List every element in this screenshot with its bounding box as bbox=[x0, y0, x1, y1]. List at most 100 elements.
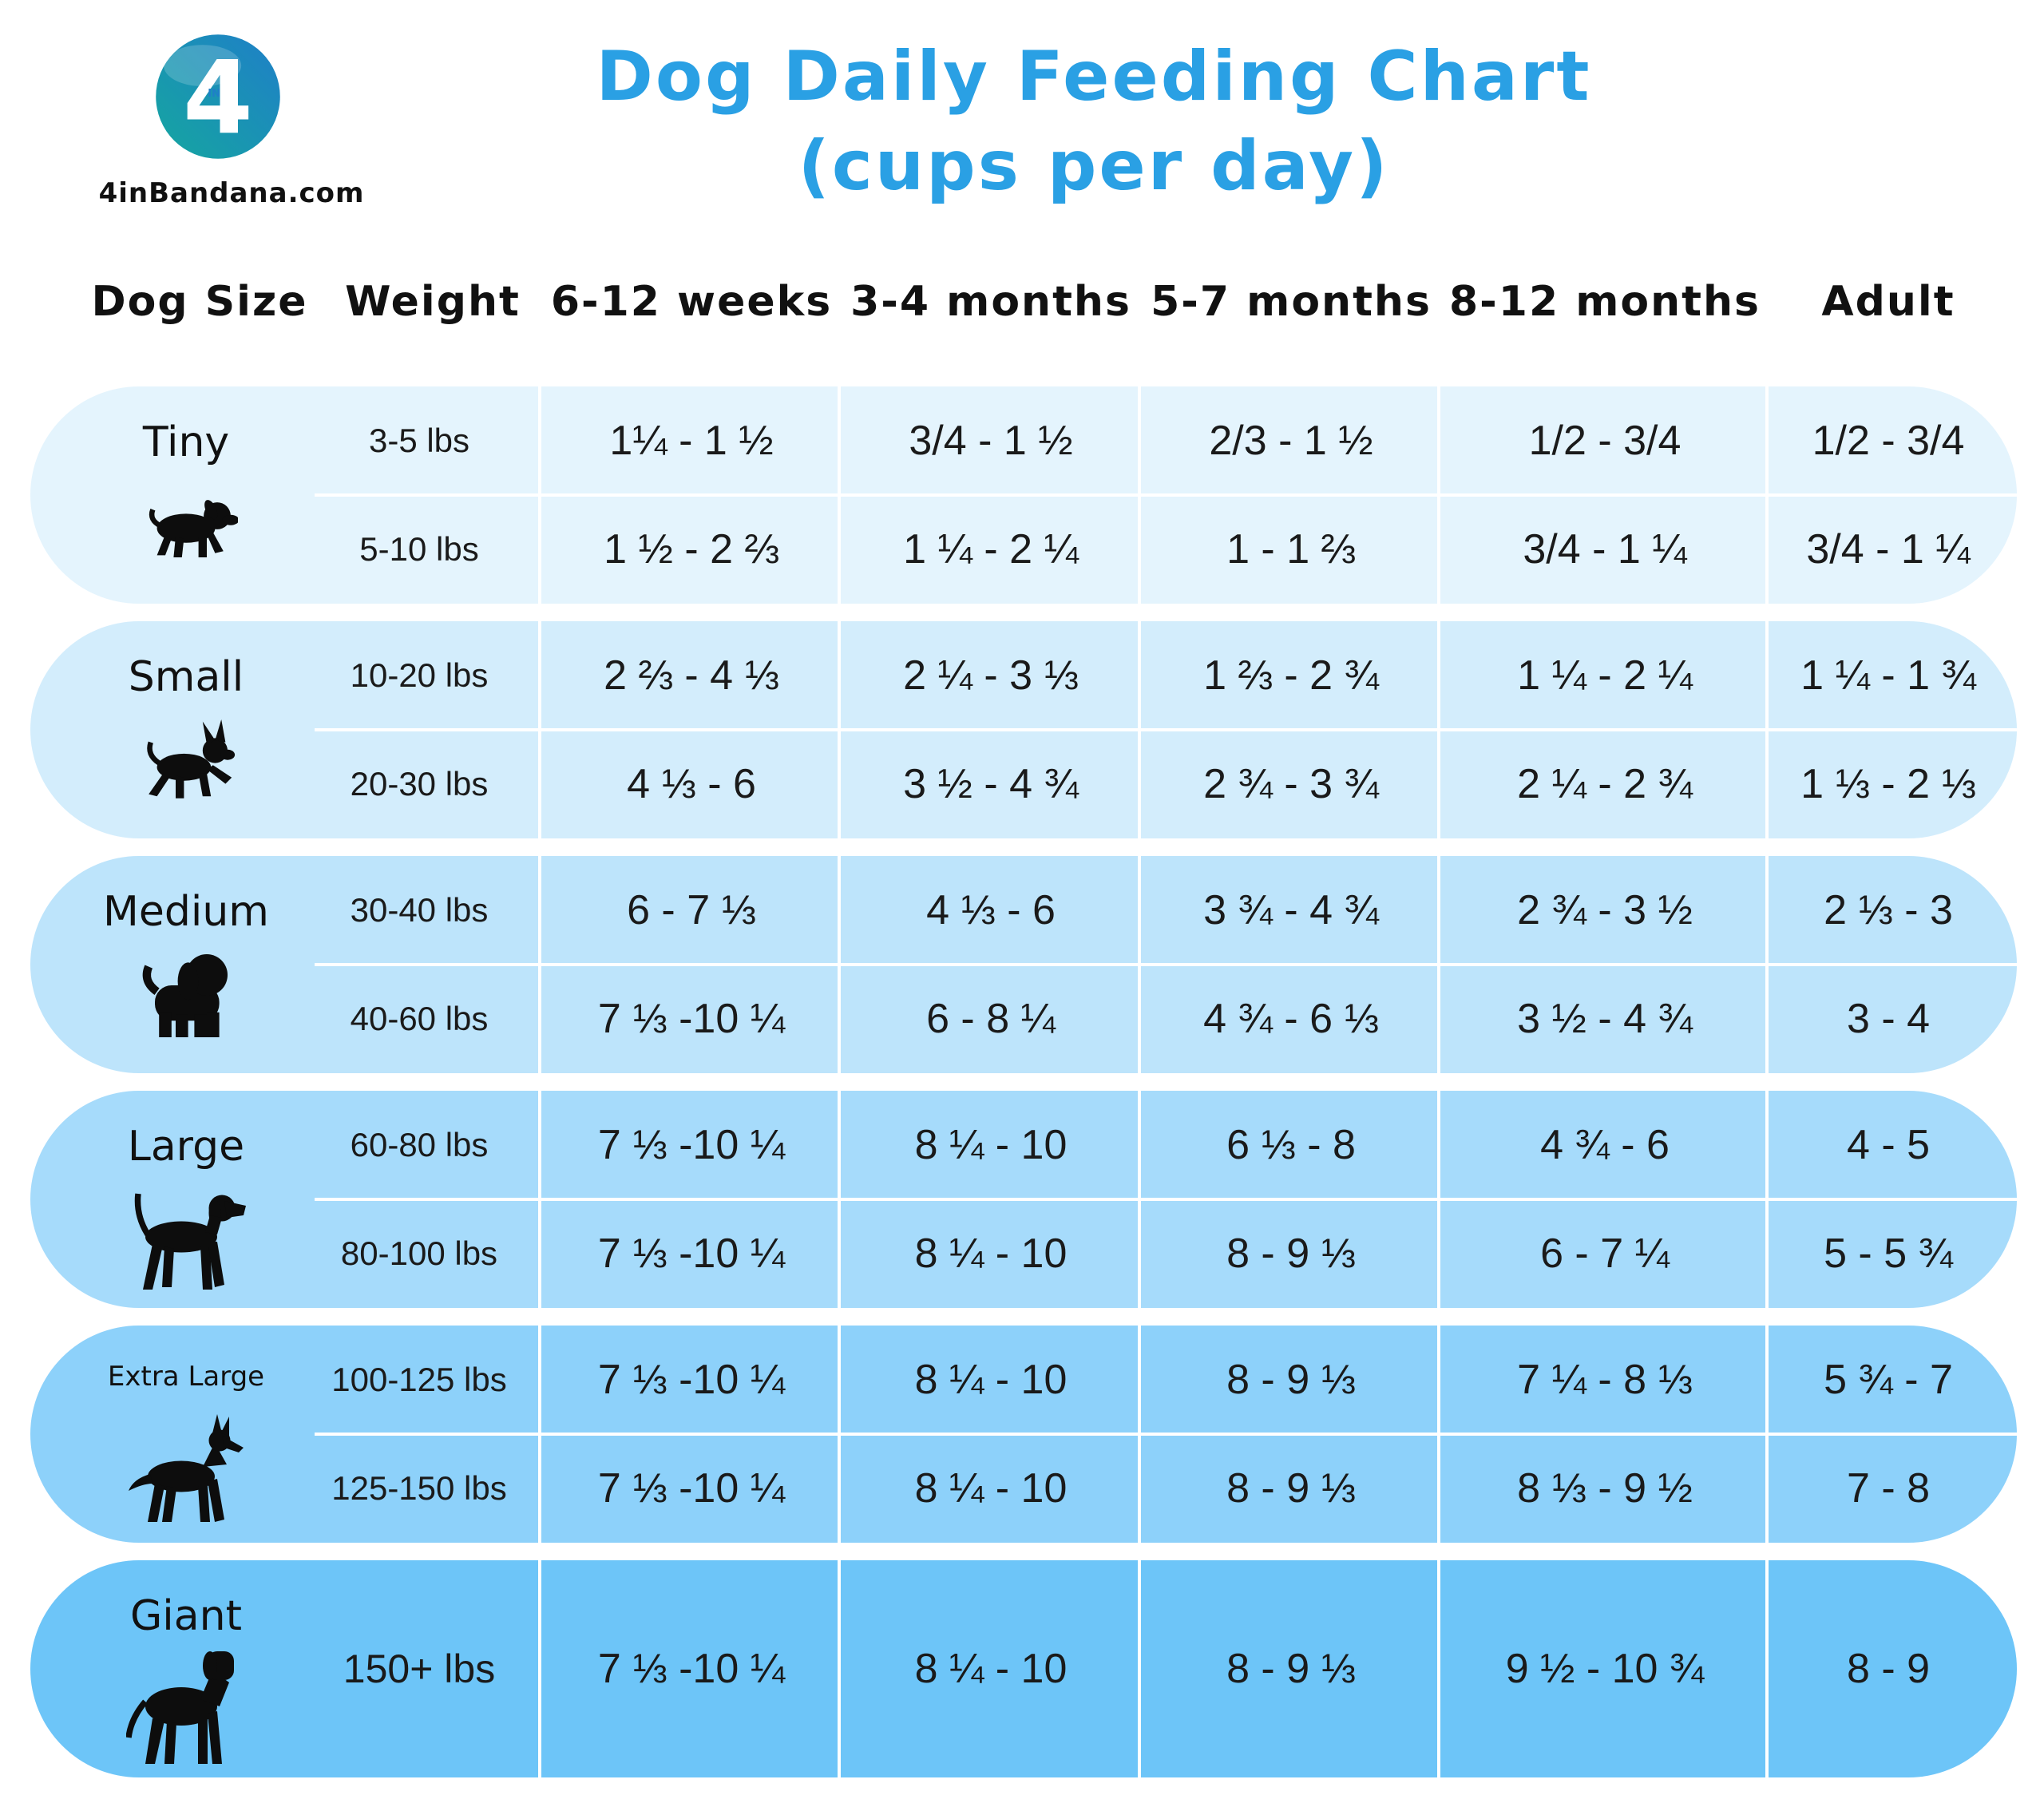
row-divider bbox=[315, 493, 2017, 497]
column-divider bbox=[538, 1560, 541, 1777]
tiny-dog-icon bbox=[134, 474, 238, 578]
cups-value-cell: 1 - 1 ⅔ bbox=[1226, 526, 1356, 573]
cups-value-cell: 2 ⅓ - 3 bbox=[1824, 887, 1953, 933]
row-divider bbox=[315, 963, 2017, 966]
dog-size-label: Tiny bbox=[142, 418, 230, 466]
cups-value-cell: 1/2 - 3/4 bbox=[1812, 418, 1965, 464]
cups-value-cell: 2 ¼ - 3 ⅓ bbox=[903, 652, 1079, 699]
cups-value-cell: 3 ½ - 4 ¾ bbox=[1517, 996, 1693, 1042]
cups-value-cell: 1/2 - 3/4 bbox=[1528, 418, 1682, 464]
cups-value-cell: 4 - 5 bbox=[1846, 1122, 1931, 1168]
cups-value-cell: 7 ⅓ -10 ¼ bbox=[597, 1230, 786, 1277]
cups-value-cell: 3 ¾ - 4 ¾ bbox=[1203, 887, 1379, 933]
size-group: Giant 150+ lbs 7 ⅓ -10 ¼ 8 ¼ - 10 8 - 9 ⅓ 9 ½… bbox=[30, 1560, 2017, 1777]
dog-size-label: Large bbox=[127, 1123, 245, 1171]
extra-large-dog-icon bbox=[129, 1414, 244, 1522]
cups-value-cell: 8 ¼ - 10 bbox=[914, 1357, 1068, 1403]
cups-value-cell: 8 - 9 ⅓ bbox=[1226, 1357, 1356, 1403]
weight-cell: 150+ lbs bbox=[343, 1647, 496, 1691]
small-dog-icon bbox=[134, 709, 238, 813]
cups-value-cell: 8 ⅓ - 9 ½ bbox=[1517, 1465, 1693, 1512]
cups-value-cell: 4 ¾ - 6 ⅓ bbox=[1203, 996, 1379, 1042]
chart-title: Dog Daily Feeding Chart (cups per day) bbox=[527, 32, 1661, 211]
column-header: Weight bbox=[345, 278, 521, 326]
cups-value-cell: 1 ⅔ - 2 ¾ bbox=[1203, 652, 1379, 699]
column-divider bbox=[1138, 1560, 1141, 1777]
cups-value-cell: 1¼ - 1 ½ bbox=[609, 418, 774, 464]
logo-mark: 4 bbox=[183, 39, 253, 157]
cups-value-cell: 2 ¾ - 3 ½ bbox=[1517, 887, 1693, 933]
cups-value-cell: 8 - 9 bbox=[1846, 1646, 1931, 1692]
logo-mark-sub: IN bbox=[208, 88, 220, 100]
column-divider bbox=[1437, 1560, 1440, 1777]
weight-cell: 125-150 lbs bbox=[331, 1469, 507, 1507]
cups-value-cell: 4 ⅓ - 6 bbox=[627, 761, 756, 807]
cups-value-cell: 8 - 9 ⅓ bbox=[1226, 1646, 1356, 1692]
column-divider bbox=[838, 1560, 841, 1777]
weight-cell: 5-10 lbs bbox=[359, 530, 479, 568]
row-divider bbox=[315, 1433, 2017, 1436]
cups-value-cell: 3/4 - 1 ½ bbox=[909, 418, 1073, 464]
cups-value-cell: 1 ⅓ - 2 ⅓ bbox=[1800, 761, 1976, 807]
cups-value-cell: 6 - 7 ⅓ bbox=[627, 887, 756, 933]
cups-value-cell: 1 ¼ - 2 ¼ bbox=[903, 526, 1079, 573]
column-header: Adult bbox=[1821, 278, 1955, 326]
cups-value-cell: 4 ⅓ - 6 bbox=[926, 887, 1056, 933]
giant-dog-icon bbox=[126, 1647, 246, 1766]
cups-value-cell: 7 ⅓ -10 ¼ bbox=[597, 1646, 786, 1692]
weight-cell: 3-5 lbs bbox=[368, 422, 470, 459]
cups-value-cell: 8 ¼ - 10 bbox=[914, 1465, 1068, 1512]
column-header: Dog Size bbox=[91, 278, 308, 326]
cups-value-cell: 1 ¼ - 1 ¾ bbox=[1800, 652, 1976, 699]
size-group: Small 10-20 lbs 2 ⅔ - 4 ⅓ 2 ¼ - 3 ⅓ 1 ⅔ - 2 … bbox=[30, 621, 2017, 838]
row-divider bbox=[315, 1198, 2017, 1201]
cups-value-cell: 9 ½ - 10 ¾ bbox=[1505, 1646, 1705, 1692]
medium-dog-icon bbox=[134, 944, 238, 1048]
cups-value-cell: 8 ¼ - 10 bbox=[914, 1230, 1068, 1277]
weight-cell: 30-40 lbs bbox=[350, 891, 489, 929]
column-header: 5-7 months bbox=[1151, 278, 1432, 326]
cups-value-cell: 7 ⅓ -10 ¼ bbox=[597, 1357, 786, 1403]
cups-value-cell: 1 ¼ - 2 ¼ bbox=[1517, 652, 1693, 699]
column-header: 3-4 months bbox=[850, 278, 1131, 326]
cups-value-cell: 8 ¼ - 10 bbox=[914, 1122, 1068, 1168]
cups-value-cell: 7 - 8 bbox=[1846, 1465, 1931, 1512]
size-group: Extra Large 100-125 lbs 7 ⅓ -10 ¼ 8 ¼ - 10 8… bbox=[30, 1326, 2017, 1543]
cups-value-cell: 3 ½ - 4 ¾ bbox=[903, 761, 1079, 807]
title-line-2: (cups per day) bbox=[798, 126, 1390, 206]
weight-cell: 100-125 lbs bbox=[331, 1361, 507, 1398]
weight-cell: 10-20 lbs bbox=[350, 656, 489, 694]
cups-value-cell: 8 - 9 ⅓ bbox=[1226, 1230, 1356, 1277]
column-header: 8-12 months bbox=[1449, 278, 1761, 326]
cups-value-cell: 3/4 - 1 ¼ bbox=[1806, 526, 1971, 573]
cups-value-cell: 4 ¾ - 6 bbox=[1540, 1122, 1670, 1168]
weight-cell: 40-60 lbs bbox=[350, 1000, 489, 1037]
cups-value-cell: 3/4 - 1 ¼ bbox=[1523, 526, 1687, 573]
weight-cell: 80-100 lbs bbox=[340, 1234, 498, 1272]
cups-value-cell: 8 ¼ - 10 bbox=[914, 1646, 1068, 1692]
cups-value-cell: 6 ⅓ - 8 bbox=[1226, 1122, 1356, 1168]
cups-value-cell: 7 ¼ - 8 ⅓ bbox=[1517, 1357, 1693, 1403]
size-group: Large 60-80 lbs 7 ⅓ -10 ¼ 8 ¼ - 10 6 ⅓ - 8 4 … bbox=[30, 1091, 2017, 1308]
column-divider bbox=[1765, 1560, 1769, 1777]
row-divider bbox=[315, 728, 2017, 731]
cups-value-cell: 1 ½ - 2 ⅔ bbox=[604, 526, 779, 573]
dog-size-label: Small bbox=[128, 653, 244, 701]
cups-value-cell: 7 ⅓ -10 ¼ bbox=[597, 996, 786, 1042]
cups-value-cell: 2 ⅔ - 4 ⅓ bbox=[604, 652, 779, 699]
cups-value-cell: 3 - 4 bbox=[1846, 996, 1931, 1042]
weight-cell: 20-30 lbs bbox=[350, 765, 489, 802]
cups-value-cell: 6 - 8 ¼ bbox=[926, 996, 1056, 1042]
large-dog-icon bbox=[126, 1177, 246, 1297]
dog-size-label: Medium bbox=[103, 888, 269, 936]
cups-value-cell: 5 ¾ - 7 bbox=[1824, 1357, 1953, 1403]
cups-value-cell: 8 - 9 ⅓ bbox=[1226, 1465, 1356, 1512]
column-header: 6-12 weeks bbox=[550, 278, 833, 326]
size-group: Tiny 3-5 lbs 1¼ - 1 ½ 3/4 - 1 ½ 2/3 - 1 ½ 1/2… bbox=[30, 386, 2017, 604]
cups-value-cell: 7 ⅓ -10 ¼ bbox=[597, 1465, 786, 1512]
cups-value-cell: 5 - 5 ¾ bbox=[1824, 1230, 1953, 1277]
dog-size-label: Giant bbox=[130, 1592, 242, 1640]
dog-size-label: Extra Large bbox=[107, 1361, 265, 1393]
logo-badge-icon: 4 IN bbox=[156, 34, 280, 159]
logo-site-name: 4inBandana.com bbox=[98, 177, 365, 209]
